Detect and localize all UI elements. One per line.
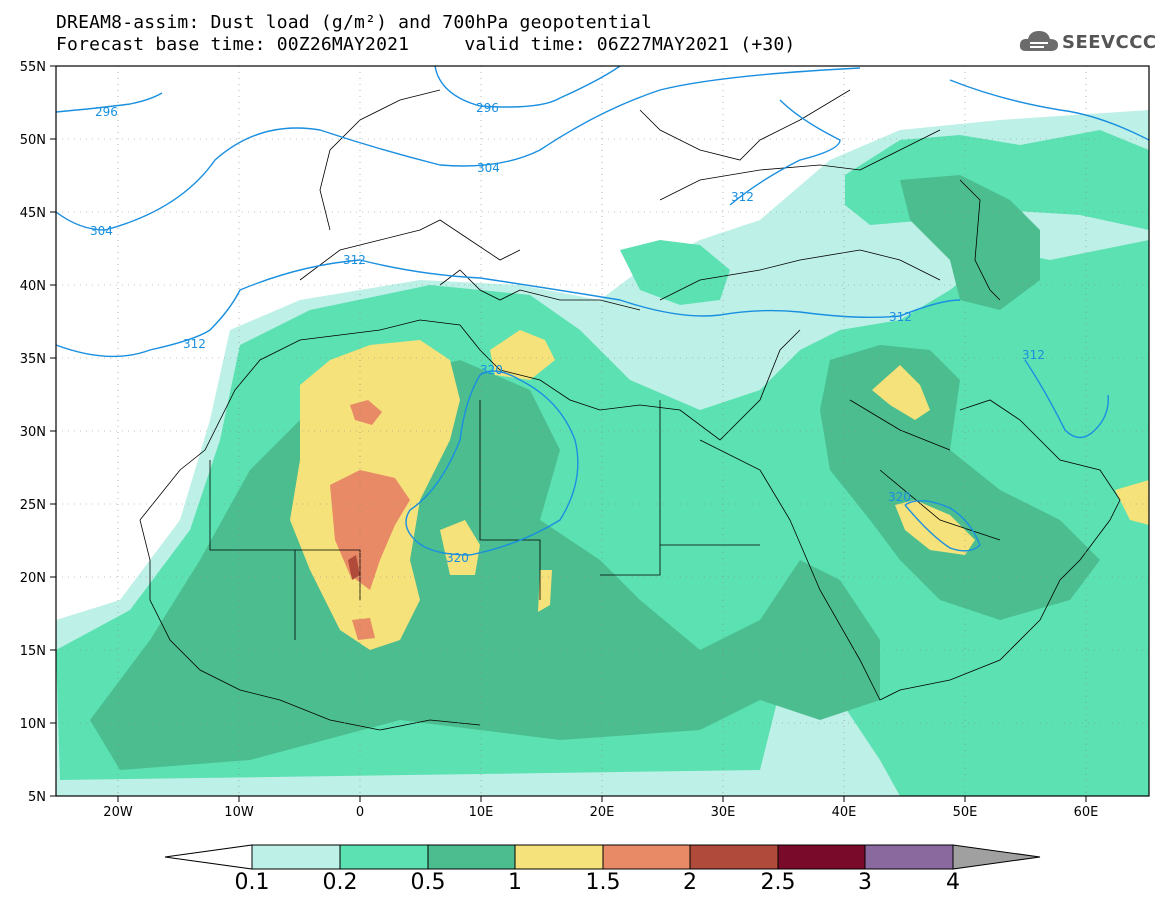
forecast-time-line: Forecast base time: 00Z26MAY2021 valid t…	[56, 34, 796, 55]
dust-level-1-chad	[538, 570, 552, 612]
dust-level-0.5-arabia	[820, 345, 1100, 620]
lat-label: 10N	[20, 717, 46, 732]
contour-320-sahara	[405, 370, 579, 556]
contour-labels: 296 296 304 304 312 312 312 312 312 320 …	[90, 101, 1045, 565]
contour-312-east	[729, 79, 1149, 206]
dust-level-1-oman	[1115, 480, 1149, 525]
contour-label: 312	[183, 337, 206, 351]
dust-level-0.5-caspian	[900, 175, 1040, 310]
lon-label: 30E	[711, 805, 736, 820]
contour-label: 320	[446, 551, 469, 565]
dust-level-1-saudi	[895, 500, 975, 555]
dust-level-1.5-c	[352, 618, 375, 640]
contour-label: 304	[90, 224, 113, 238]
lat-label: 45N	[20, 206, 46, 221]
contour-label: 312	[731, 190, 754, 204]
contour-label: 312	[1022, 348, 1045, 362]
contour-label: 296	[476, 101, 499, 115]
colorbar-swatch	[689, 844, 779, 870]
contour-304	[56, 67, 861, 231]
dust-level-0.5	[90, 360, 880, 770]
colorbar	[164, 844, 1041, 870]
logo-text: SEEVCCC	[1062, 32, 1157, 53]
dust-level-2	[348, 555, 360, 580]
colorbar-low-arrow	[164, 844, 253, 870]
dust-level-0.2-aegean	[620, 240, 730, 305]
lat-label: 40N	[20, 279, 46, 294]
colorbar-swatch	[602, 844, 691, 870]
colorbar-label: 2.5	[760, 870, 796, 895]
lon-label: 10W	[224, 805, 254, 820]
lon-label: 50E	[953, 805, 978, 820]
colorbar-label: 1	[508, 870, 522, 895]
lat-label: 15N	[20, 644, 46, 659]
contour-label: 304	[477, 161, 500, 175]
colorbar-high-arrow	[952, 844, 1041, 870]
dust-level-1.5-b	[350, 400, 382, 425]
colorbar-swatch	[777, 844, 866, 870]
colorbar-label: 4	[946, 870, 960, 895]
lon-label: 60E	[1074, 805, 1099, 820]
lat-label: 25N	[20, 498, 46, 513]
dust-level-1-iraq	[872, 365, 930, 420]
colorbar-swatch	[427, 844, 516, 870]
dust-field	[56, 66, 1149, 796]
colorbar-swatch	[339, 844, 429, 870]
lat-label: 35N	[20, 352, 46, 367]
lat-label: 50N	[20, 133, 46, 148]
contour-label: 296	[95, 105, 118, 119]
seevccc-logo: SEEVCCC	[1018, 25, 1158, 59]
colorbar-swatch	[514, 844, 604, 870]
map-title: DREAM8-assim: Dust load (g/m²) and 700hP…	[56, 12, 652, 33]
contour-label: 320	[480, 363, 503, 377]
colorbar-label: 0.1	[234, 870, 270, 895]
geopotential-contours	[56, 66, 1149, 556]
colorbar-swatch	[251, 844, 341, 870]
map-grid	[56, 66, 1149, 796]
longitude-labels: 20W 10W 0 10E 20E 30E 40E 50E 60E	[103, 805, 1098, 820]
dust-level-1-tunisia	[490, 330, 555, 380]
colorbar-swatch	[864, 844, 954, 870]
axis-ticks	[50, 65, 1087, 802]
contour-320-saudi	[904, 500, 981, 552]
latitude-labels: 55N 50N 45N 40N 35N 30N 25N 20N 15N 10N …	[20, 60, 46, 805]
colorbar-label: 0.5	[410, 870, 446, 895]
lat-label: 20N	[20, 571, 46, 586]
colorbar-label: 2	[683, 870, 697, 895]
colorbar-label: 0.2	[322, 870, 358, 895]
cloud-icon	[1019, 31, 1058, 51]
dust-level-1-libya	[440, 520, 480, 575]
lon-label: 40E	[832, 805, 857, 820]
coastlines	[139, 89, 1121, 731]
contour-label: 320	[888, 490, 911, 504]
lon-label: 10E	[469, 805, 494, 820]
contour-312-north	[56, 259, 961, 358]
colorbar-label: 3	[858, 870, 872, 895]
lon-label: 20W	[103, 805, 133, 820]
contour-label: 312	[343, 253, 366, 267]
lat-label: 55N	[20, 60, 46, 75]
colorbar-label: 1.5	[585, 870, 621, 895]
contour-312-iran	[1024, 359, 1109, 439]
contour-296-central	[434, 66, 621, 108]
lon-label: 20E	[590, 805, 615, 820]
lat-label: 30N	[20, 425, 46, 440]
contour-label: 312	[889, 310, 912, 324]
lon-label: 0	[356, 805, 364, 820]
lat-label: 5N	[28, 790, 46, 805]
contour-296-west	[56, 92, 163, 113]
